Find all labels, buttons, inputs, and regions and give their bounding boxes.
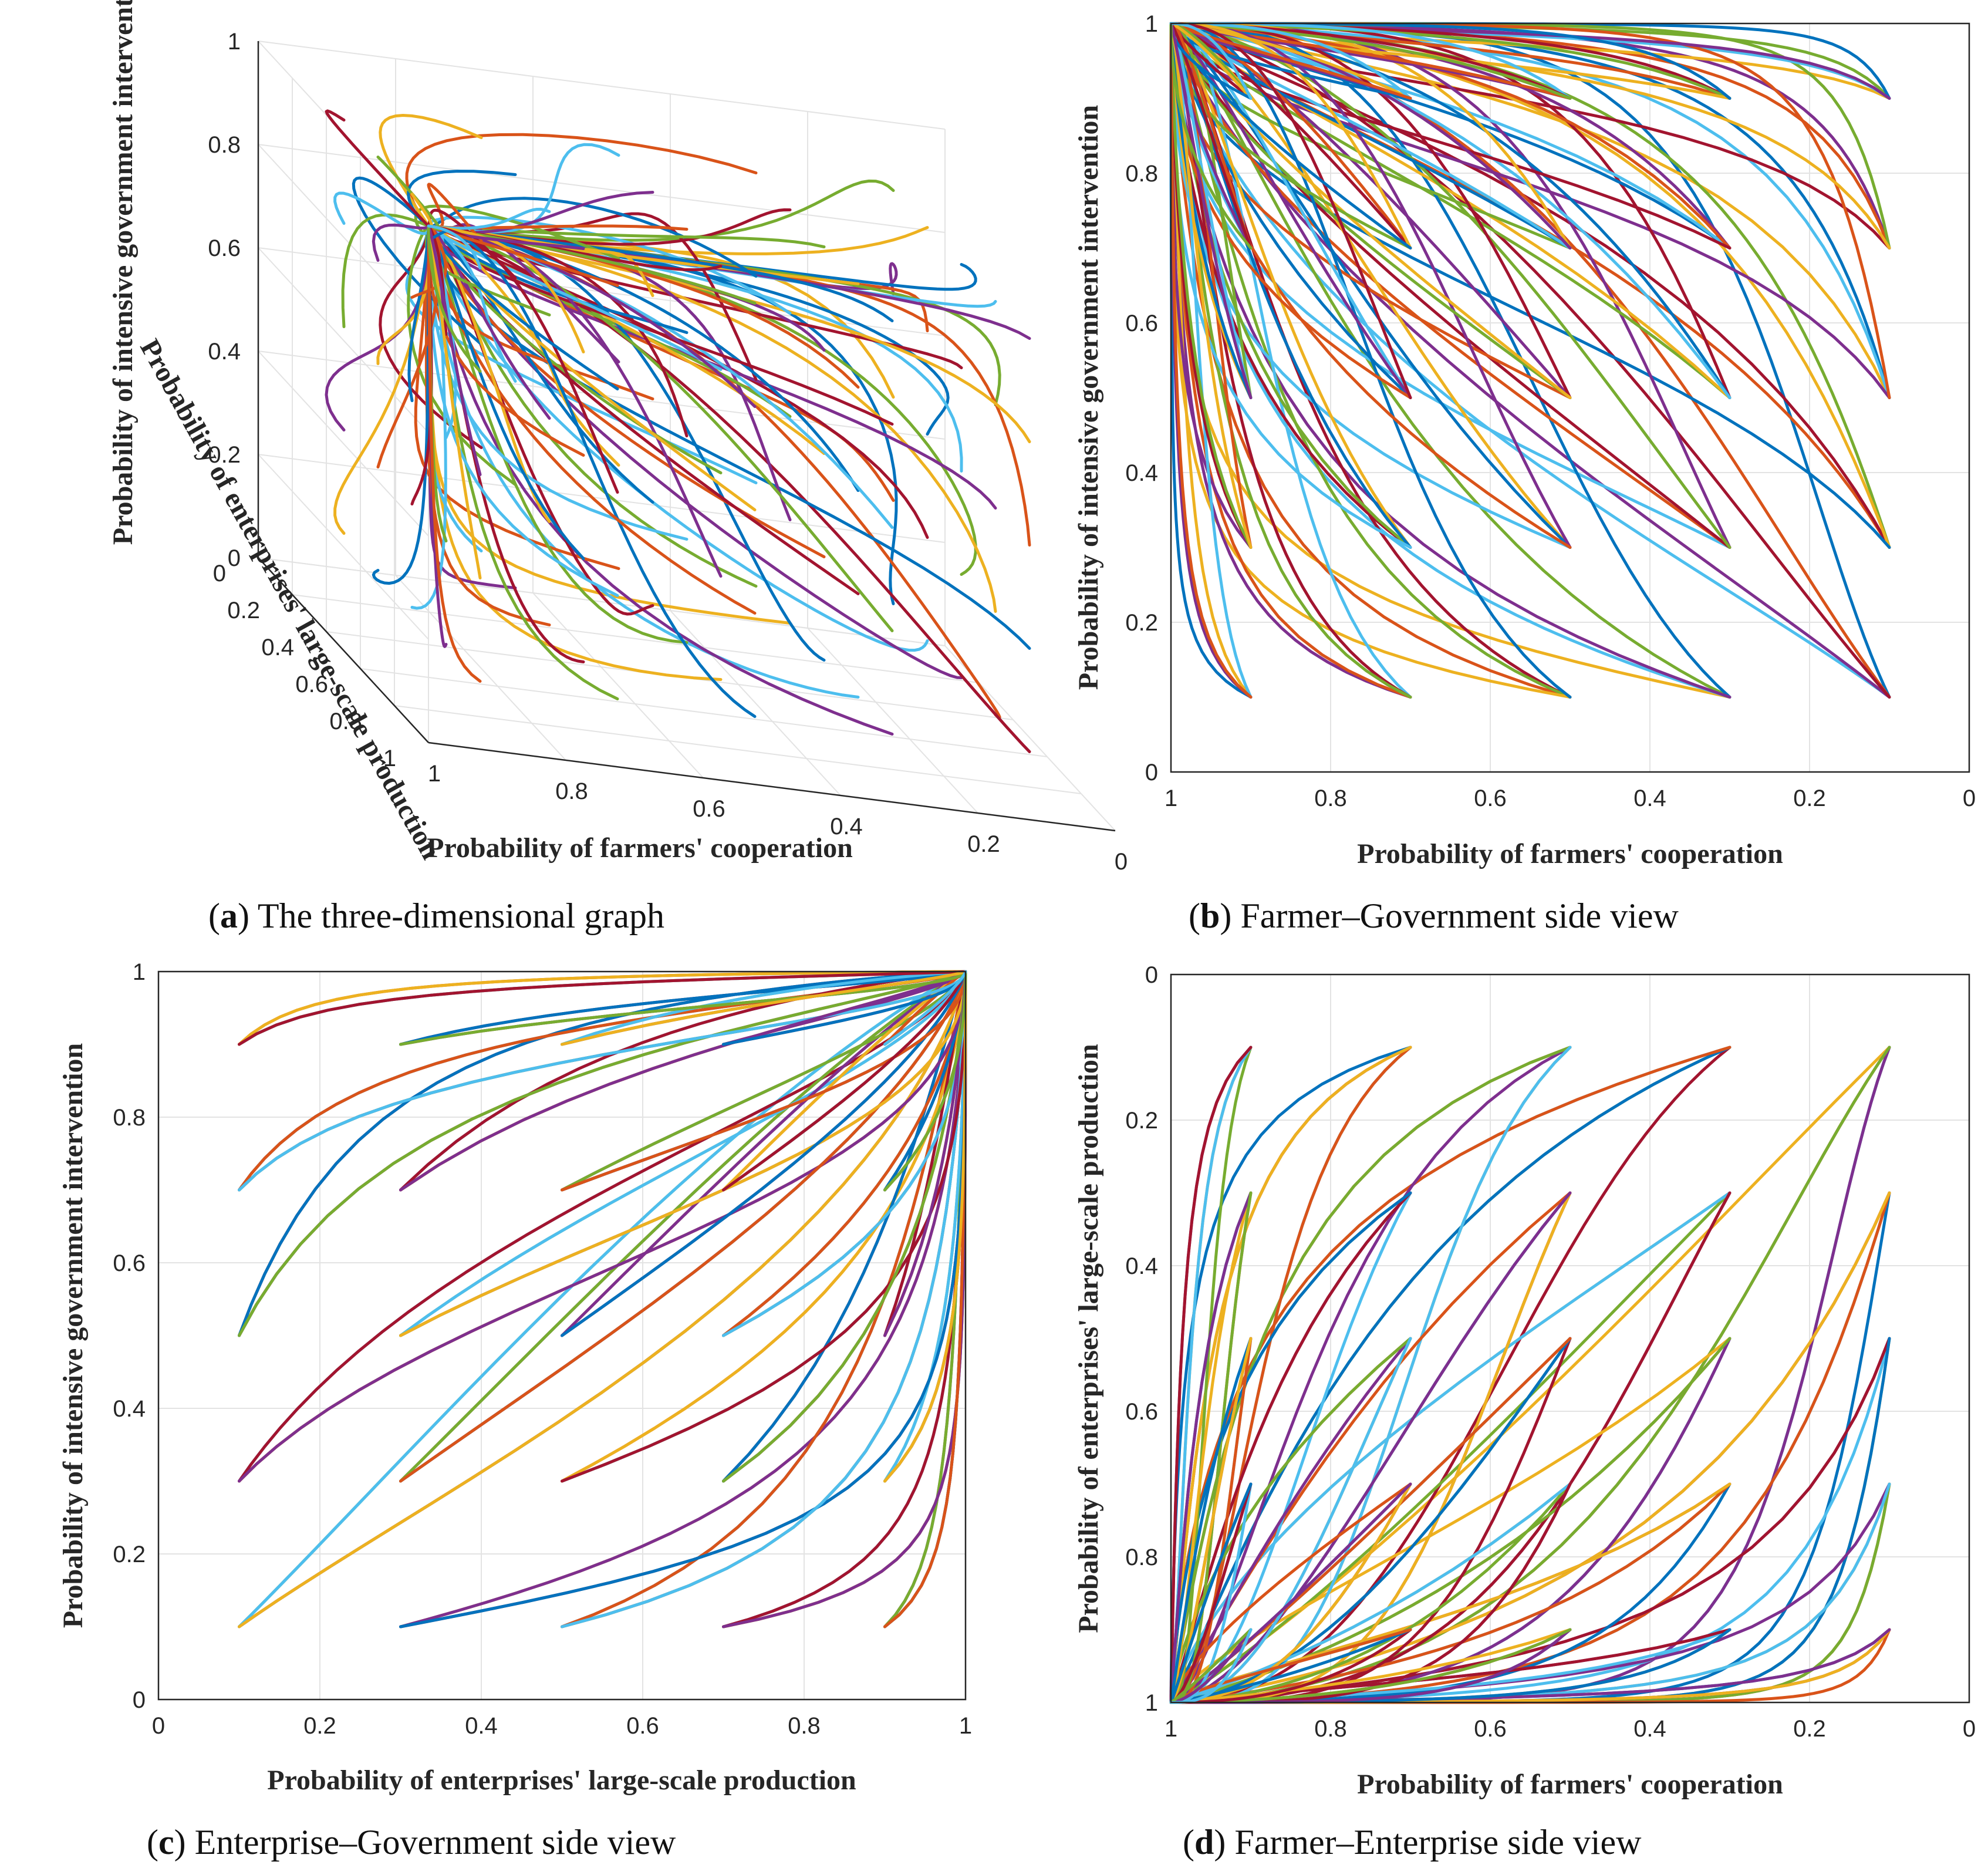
panel-d-plot: 1 0.8 0.6 0.4 0.2 0 0 0.2 0.4 0.6 0.8 1 Probability…	[1073, 962, 1976, 1862]
x-tick-label: 0.6	[693, 796, 725, 822]
grid-line	[258, 247, 429, 433]
y-tick-label: 0.6	[1125, 311, 1158, 336]
z-tick-label: 0.6	[208, 235, 241, 261]
trajectory-line	[405, 133, 758, 228]
z-tick-label: 0	[228, 545, 241, 571]
panel-d-x-axis-label: Probability of farmers' cooperation	[1357, 1769, 1783, 1800]
panel-a-3d-plot: 00.20.40.60.8100.20.40.60.8100.20.40.60.…	[107, 0, 1128, 935]
y-tick-label: 0.2	[227, 598, 260, 623]
y-tick-label: 0.4	[261, 635, 294, 660]
y-axis-line	[258, 557, 429, 743]
y-tick-label: 0.4	[1125, 460, 1158, 486]
y-tick-label: 0.4	[113, 1396, 146, 1422]
grid-line	[394, 705, 1082, 794]
panel-c-x-axis-label: Probability of enterprises' large-scale …	[267, 1765, 856, 1796]
panel-b-plot: 1 0.8 0.6 0.4 0.2 0 0 0.2 0.4 0.6 0.8 1 Probability…	[1073, 11, 1976, 935]
y-tick-label: 0.8	[329, 709, 362, 734]
panel-b-caption: (b) Farmer–Government side view	[1189, 896, 1679, 935]
panel-c-caption: (c) Enterprise–Government side view	[147, 1823, 676, 1862]
grid-line	[292, 594, 980, 683]
grid-line	[670, 610, 841, 796]
panel-a-tick-labels: 00.20.40.60.8100.20.40.60.8100.20.40.60.…	[208, 29, 1128, 875]
grid-line	[258, 350, 429, 537]
grid-line	[258, 41, 946, 130]
grid-line	[258, 144, 946, 233]
panel-a-x-axis-label: Probability of farmers' cooperation	[427, 832, 853, 864]
x-tick-label: 0	[1963, 785, 1976, 811]
y-tick-label: 0	[213, 561, 226, 586]
panel-d-axes-box	[1170, 973, 1970, 1704]
x-axis-line	[428, 741, 1116, 832]
x-tick-label: 1	[959, 1713, 972, 1739]
x-tick-label: 0.2	[1793, 785, 1826, 811]
y-tick-label: 0.6	[1125, 1399, 1158, 1425]
panel-c-axes-box	[157, 970, 967, 1701]
panel-b-y-axis-label: Probability of intensive government inte…	[1073, 105, 1104, 690]
grid-line	[807, 628, 978, 814]
y-tick-label: 0.2	[113, 1542, 146, 1567]
x-tick-label: 0	[1963, 1716, 1976, 1742]
grid-line	[258, 557, 946, 646]
panel-d-tick-labels: 1 0.8 0.6 0.4 0.2 0 0 0.2 0.4 0.6 0.8 1	[1125, 962, 1976, 1742]
z-tick-label: 0.8	[208, 132, 241, 158]
y-tick-label: 0	[1145, 962, 1158, 988]
x-tick-label: 1	[428, 761, 441, 787]
y-tick-label: 1	[383, 746, 396, 771]
x-tick-label: 0.8	[788, 1713, 821, 1739]
y-tick-label: 1	[1145, 1690, 1158, 1716]
y-tick-label: 0.2	[1125, 1108, 1158, 1134]
panel-b-tick-labels: 1 0.8 0.6 0.4 0.2 0 0 0.2 0.4 0.6 0.8 1	[1125, 11, 1976, 811]
grid-line	[395, 575, 566, 761]
panel-d-caption: (d) Farmer–Enterprise side view	[1183, 1823, 1642, 1862]
y-tick-label: 0.2	[1125, 610, 1158, 636]
x-tick-label: 0.4	[1633, 1716, 1666, 1742]
panel-a-caption: (a) The three-dimensional graph	[208, 896, 664, 935]
y-tick-label: 0	[133, 1687, 146, 1713]
trajectory-line	[433, 225, 898, 605]
y-tick-label: 0.8	[113, 1105, 146, 1131]
y-tick-label: 1	[133, 959, 146, 985]
y-tick-label: 0.6	[113, 1250, 146, 1276]
x-tick-label: 0.6	[1474, 785, 1507, 811]
grid-line	[258, 144, 429, 330]
x-tick-label: 0.6	[1474, 1716, 1507, 1742]
x-tick-label: 0.8	[1314, 1716, 1347, 1742]
panel-c-tick-labels: 0 0.2 0.4 0.6 0.8 1 0 0.2 0.4 0.6 0.8 1	[113, 959, 972, 1739]
panel-c-plot: 0 0.2 0.4 0.6 0.8 1 0 0.2 0.4 0.6 0.8 1 Probability…	[58, 959, 972, 1862]
y-tick-label: 0	[1145, 760, 1158, 785]
x-tick-label: 1	[1165, 785, 1177, 811]
x-tick-label: 0.2	[1793, 1716, 1826, 1742]
panel-d-y-axis-label: Probability of enterprises' large-scale …	[1073, 1044, 1104, 1633]
x-tick-label: 0.4	[1633, 785, 1666, 811]
x-tick-label: 0.4	[830, 814, 863, 839]
panel-a-z-axis-label: Probability of intensive government inte…	[107, 0, 139, 545]
y-tick-label: 0.6	[295, 672, 328, 697]
x-tick-label: 1	[1165, 1716, 1177, 1742]
grid-line	[532, 592, 704, 778]
z-tick-label: 0.2	[208, 442, 241, 468]
z-tick-label: 0.4	[208, 339, 241, 365]
panel-a-box	[257, 41, 1116, 832]
panel-a-trajectories	[325, 109, 1031, 753]
x-tick-label: 0	[1115, 849, 1128, 875]
trajectory-line	[427, 224, 482, 269]
panel-b-axes-box	[1170, 22, 1970, 773]
x-tick-label: 0.6	[626, 1713, 659, 1739]
grid-line	[360, 668, 1048, 757]
z-tick-label: 1	[228, 29, 241, 55]
y-tick-label: 1	[1145, 11, 1158, 37]
y-tick-label: 0.8	[1125, 161, 1158, 187]
panel-b-x-axis-label: Probability of farmers' cooperation	[1357, 838, 1783, 869]
x-tick-label: 0.2	[303, 1713, 336, 1739]
x-tick-label: 0.4	[465, 1713, 498, 1739]
x-tick-label: 0.8	[1314, 785, 1347, 811]
y-tick-label: 0.8	[1125, 1545, 1158, 1570]
x-tick-label: 0.2	[967, 831, 1000, 857]
x-tick-label: 0.8	[555, 778, 588, 804]
x-tick-label: 0	[152, 1713, 165, 1739]
y-tick-label: 0.4	[1125, 1253, 1158, 1279]
panel-c-y-axis-label: Probability of intensive government inte…	[58, 1043, 89, 1628]
trajectory-line	[427, 224, 619, 700]
